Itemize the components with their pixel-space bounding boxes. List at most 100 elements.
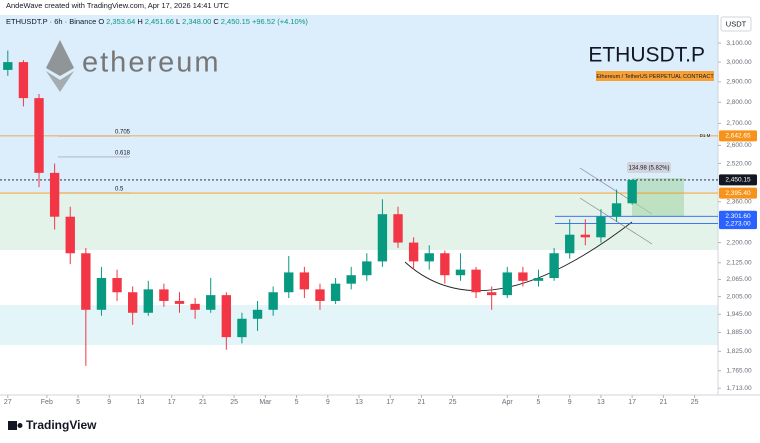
candle-body [346,275,356,284]
zone-middle [0,192,718,250]
candle-body [440,253,450,276]
y-tick-label: 1,713.00 [726,385,752,392]
y-tick-label: 2,065.00 [726,276,752,283]
x-tick-label: 25 [449,399,457,406]
candle-body [502,272,512,296]
y-tick-label: 1,825.00 [726,348,752,355]
candle-body [65,216,75,254]
field-value: 2,450.15 [220,17,250,26]
candle-body [455,269,466,276]
candle-body [237,318,247,338]
footer-logo [8,421,23,430]
field-value: 2,451.66 [144,17,174,26]
y-tick-label: 2,800.00 [726,99,752,106]
x-tick-label: 27 [4,399,12,406]
measure-box [632,178,684,216]
x-tick-label: 9 [326,399,330,406]
candle-body [159,289,169,301]
x-tick-label: 13 [355,399,363,406]
y-tick-label: 3,000.00 [726,59,752,66]
candle-body [18,62,29,99]
candle-body [565,234,575,254]
candle-body [96,278,107,310]
fib-label: 0.618 [115,150,131,156]
price-badge [719,174,757,186]
candle-body [143,289,153,313]
y-tick-label: 3,100.00 [726,40,752,47]
fib-label: 0.5 [115,186,124,192]
x-tick-label: 5 [76,399,80,406]
description-bg [596,71,714,81]
field-value: 2,353.64 [106,17,136,26]
x-tick-label: Feb [41,399,53,406]
y-tick-label: 2,900.00 [726,79,752,86]
candle-body [393,214,403,243]
candle-body [424,253,434,262]
y-tick-label: 2,700.00 [726,120,752,127]
price-badge-label: 2,450.15 [725,177,751,184]
currency: USDT [726,19,747,28]
x-tick-label: 21 [199,399,207,406]
y-tick-label: 1,885.00 [726,329,752,336]
x-tick-label: 17 [386,399,394,406]
x-tick-label: Apr [502,399,514,406]
x-tick-label: Mar [259,399,272,406]
candle-body [362,261,372,276]
y-tick-label: 2,520.00 [726,160,752,167]
x-tick-label: 17 [628,399,636,406]
candle-body [533,278,544,281]
candle-body [315,289,325,301]
field-key: H [137,17,143,26]
eth-logo [46,40,74,92]
candle-body [486,292,497,296]
candle-body [174,300,185,304]
field-value: 2,348.00 [182,17,212,26]
x-tick-label: 21 [659,399,667,406]
legend-header: ETHUSDT.P · 6h · Binance O 2,353.64 H 2,451.… [6,17,310,26]
candle-body [206,295,216,310]
line-note: D1 M [700,133,711,138]
candle-body [3,62,13,70]
candle-body [471,269,481,293]
field-key: L [175,17,181,26]
x-tick-label: 9 [107,399,111,406]
candle-body [377,214,388,262]
watermark-brand: ethereum [82,47,221,79]
field-key: C [213,17,219,26]
x-tick-label: 13 [597,399,605,406]
measure-label: 134.98 (5.82%) [628,166,669,172]
price-badge [719,187,757,199]
x-tick-label: 25 [691,399,699,406]
y-tick-label: 1,765.00 [726,367,752,374]
x-tick-label: 5 [537,399,541,406]
candle-body [518,272,528,281]
y-tick-label: 2,600.00 [726,142,752,149]
x-tick-label: 25 [230,399,238,406]
wedge-line [579,197,653,245]
price-badge [719,130,757,142]
price-badge [719,218,757,230]
candle-body [596,216,606,238]
candle-body [221,295,232,338]
x-tick-label: 21 [418,399,426,406]
candle-body [127,292,138,313]
zone-lower [0,305,718,345]
candle-body [611,203,622,217]
candle-body [299,272,310,290]
y-tick-label: 2,005.00 [726,293,752,300]
x-tick-label: 5 [295,399,299,406]
price-badge-label: 2,301.60 [725,213,751,220]
measure-label-bg [627,162,671,173]
symbol: ETHUSDT.P · 6h · Binance [6,17,97,26]
candle-body [627,179,637,204]
candle-body [330,283,341,301]
currency-box [720,16,752,32]
candle-body [284,272,294,293]
watermark-ticker: ETHUSDT.P [588,44,705,67]
field-key: O [98,17,105,26]
candle-body [580,234,591,238]
fib-label: 0.705 [115,130,131,136]
attribution: AndeWave created with TradingView.com, A… [6,1,230,10]
